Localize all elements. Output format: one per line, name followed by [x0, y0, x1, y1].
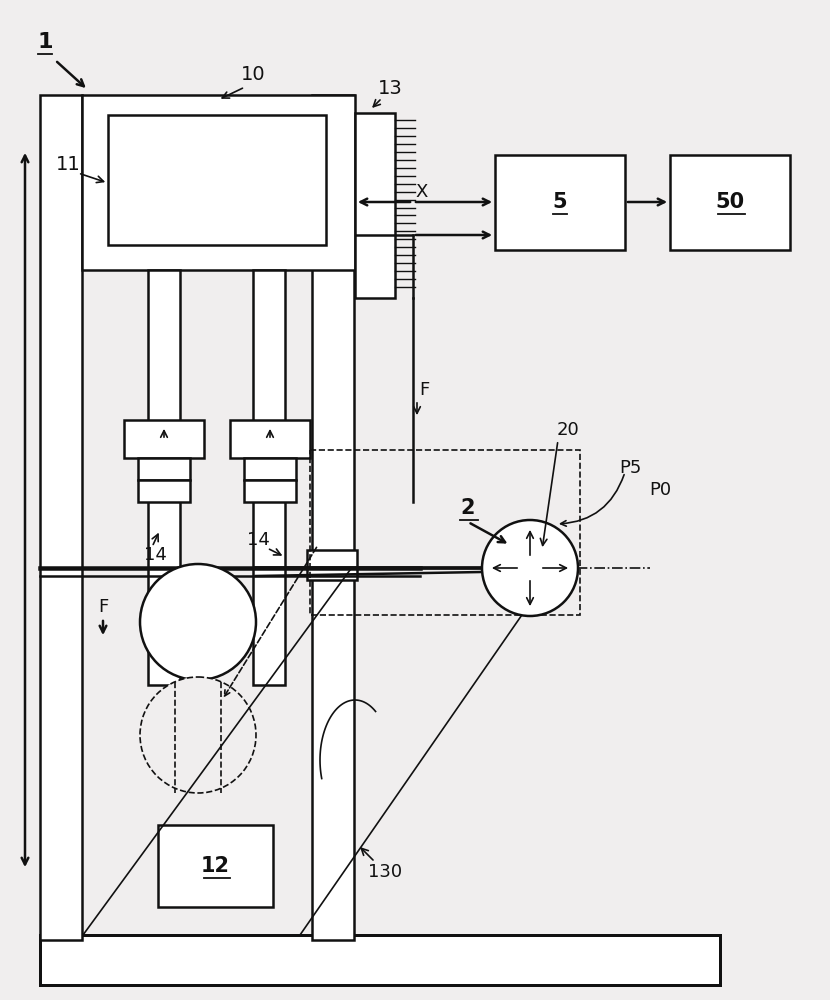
Bar: [253, 270, 285, 685]
Bar: [244, 480, 296, 502]
Text: 130: 130: [368, 863, 402, 881]
Bar: [138, 480, 190, 502]
Text: 5: 5: [553, 192, 568, 212]
Text: 20: 20: [557, 421, 579, 439]
Bar: [495, 155, 625, 250]
Text: 1: 1: [37, 32, 53, 52]
Text: 11: 11: [56, 155, 81, 174]
Bar: [40, 935, 720, 985]
Bar: [82, 95, 355, 270]
Bar: [244, 458, 296, 480]
Text: 2: 2: [461, 498, 476, 518]
Bar: [230, 420, 310, 458]
Bar: [108, 115, 326, 245]
Text: P0: P0: [649, 481, 671, 499]
Text: F: F: [98, 598, 108, 616]
Bar: [355, 113, 395, 298]
Text: P5: P5: [619, 459, 642, 477]
Text: F: F: [419, 381, 429, 399]
Bar: [310, 450, 580, 615]
Text: X: X: [416, 183, 428, 201]
Text: 13: 13: [378, 79, 403, 98]
Bar: [40, 95, 82, 940]
Bar: [148, 270, 180, 685]
Text: 10: 10: [241, 66, 266, 85]
Bar: [670, 155, 790, 250]
Bar: [138, 458, 190, 480]
Circle shape: [140, 677, 256, 793]
Bar: [312, 95, 354, 940]
Circle shape: [482, 520, 578, 616]
Text: 12: 12: [201, 856, 230, 876]
Text: 14: 14: [247, 531, 270, 549]
Circle shape: [140, 564, 256, 680]
Text: 14: 14: [144, 546, 167, 564]
Bar: [124, 420, 204, 458]
Text: 50: 50: [715, 192, 745, 212]
Bar: [158, 825, 273, 907]
Bar: [307, 550, 357, 580]
